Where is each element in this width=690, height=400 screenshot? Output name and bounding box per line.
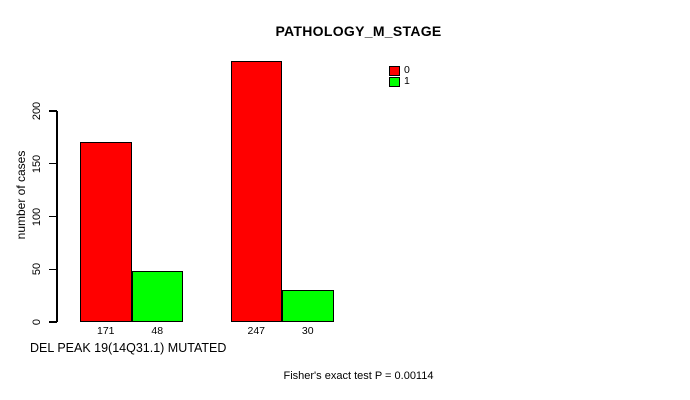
x-axis-label: DEL PEAK 19(14Q31.1) MUTATED: [30, 341, 227, 355]
y-tick-mark: [49, 321, 57, 323]
bar-group-2-series-0: [230, 61, 282, 322]
chart-title: PATHOLOGY_M_STAGE: [275, 23, 442, 39]
bar-group-2-series-1: [282, 290, 334, 322]
y-tick-mark: [49, 110, 57, 112]
y-tick-label: 200: [31, 101, 43, 121]
y-tick-mark: [49, 163, 57, 165]
bar-group-1-series-0: [80, 141, 132, 322]
y-tick-label: 50: [31, 263, 43, 276]
y-tick-label: 0: [31, 318, 43, 326]
y-tick-label: 100: [31, 207, 43, 226]
bar-count-label: 48: [151, 325, 164, 337]
legend-row: 0: [389, 65, 410, 76]
legend-label: 1: [404, 75, 410, 87]
y-tick-mark: [49, 268, 57, 270]
fisher-test-annotation: Fisher's exact test P = 0.00114: [283, 370, 434, 382]
legend-row: 1: [389, 76, 410, 87]
legend-swatch-icon: [389, 76, 400, 87]
bar-count-label: 171: [96, 325, 115, 337]
y-axis-label: number of cases: [14, 150, 28, 240]
legend-swatch-icon: [389, 65, 400, 76]
y-tick-mark: [49, 215, 57, 218]
bar-count-label: 30: [301, 325, 314, 337]
y-tick-label: 150: [31, 154, 43, 173]
bar-group-1-series-1: [131, 271, 183, 322]
bar-count-label: 247: [247, 325, 266, 337]
legend-label: 0: [404, 64, 410, 76]
